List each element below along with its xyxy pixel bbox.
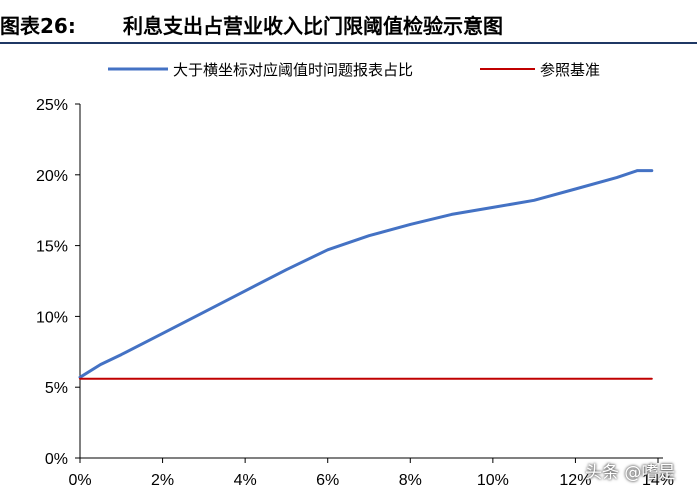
line-chart: 大于横坐标对应阈值时问题报表占比 参照基准 0% 5% 10% 15% 20% 25% 0% 2… bbox=[36, 61, 674, 489]
y-tick-label: 20% bbox=[36, 168, 68, 185]
axes: 0% 5% 10% 15% 20% 25% 0% 2% 4% 6% 8% 10% 12% 14% bbox=[36, 97, 674, 489]
y-tick-label: 10% bbox=[36, 309, 68, 326]
y-tick-label: 25% bbox=[36, 97, 68, 114]
legend-label: 参照基准 bbox=[540, 61, 600, 79]
y-tick-label: 0% bbox=[45, 451, 68, 468]
plot-area bbox=[78, 169, 654, 380]
x-tick-label: 14% bbox=[642, 472, 674, 489]
x-tick-label: 10% bbox=[477, 472, 509, 489]
x-tick-label: 6% bbox=[316, 472, 339, 489]
series-line-threshold-share bbox=[78, 169, 654, 379]
title-bar: 图表26: 利息支出占营业收入比门限阈值检验示意图 bbox=[0, 0, 697, 44]
y-tick-label: 5% bbox=[45, 380, 68, 397]
x-tick-label: 0% bbox=[68, 472, 91, 489]
figure-number: 图表26: bbox=[0, 14, 76, 38]
x-tick-label: 2% bbox=[151, 472, 174, 489]
y-tick-label: 15% bbox=[36, 239, 68, 256]
chart-title: 利息支出占营业收入比门限阈值检验示意图 bbox=[123, 14, 503, 38]
x-tick-label: 8% bbox=[399, 472, 422, 489]
legend-label: 大于横坐标对应阈值时问题报表占比 bbox=[173, 61, 413, 79]
x-tick-label: 12% bbox=[559, 472, 591, 489]
watermark: 头条 @嗜是 bbox=[585, 463, 676, 483]
legend: 大于横坐标对应阈值时问题报表占比 参照基准 bbox=[108, 61, 600, 79]
x-tick-label: 4% bbox=[234, 472, 257, 489]
